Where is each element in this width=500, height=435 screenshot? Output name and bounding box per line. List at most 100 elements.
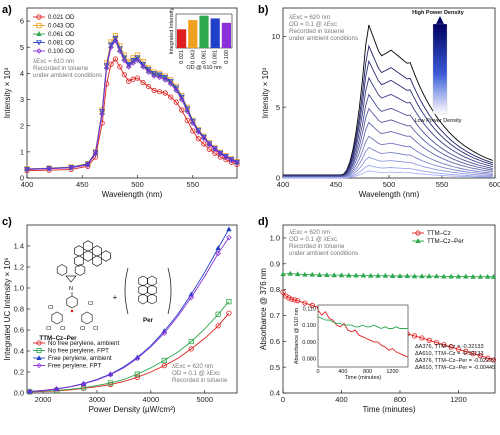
data-point: [441, 342, 447, 348]
data-point: [338, 272, 345, 278]
data-point: [411, 273, 418, 279]
bar: [199, 15, 209, 48]
data-point: [121, 57, 128, 64]
inset-x-tick-label: 1200: [386, 369, 398, 375]
data-point: [353, 272, 359, 278]
x-tick-label: 1200: [450, 395, 467, 404]
data-point: [463, 273, 469, 279]
inset-y-tick-label: 0.100: [302, 323, 316, 329]
x-tick-label: 400: [21, 180, 34, 189]
data-point: [280, 271, 286, 277]
bar: [210, 18, 220, 48]
x-tick-label: 400: [277, 180, 290, 189]
power-density-gradient: High Power Density Low Power Density: [412, 10, 465, 124]
ring: [74, 255, 84, 267]
legend-marker: [36, 362, 42, 369]
data-point: [157, 89, 163, 95]
data-point: [53, 386, 60, 392]
chlorine-label: Cl: [93, 326, 98, 332]
data-point: [103, 63, 110, 69]
inset-x-tick-label: 0.081: [213, 50, 219, 64]
data-point: [112, 56, 119, 62]
data-point: [161, 363, 167, 369]
data-point: [112, 35, 119, 42]
data-point: [99, 111, 105, 117]
low-power-label: Low Power Density: [414, 118, 461, 124]
data-point: [484, 273, 491, 279]
molecule-label-per: Per: [143, 317, 154, 324]
radical-dot: [70, 309, 74, 313]
panel-letter: c): [2, 216, 12, 228]
y-tick-label: 0.7: [270, 311, 280, 320]
data-point: [389, 273, 396, 278]
data-point: [470, 273, 476, 279]
inset-x-tick-label: 0.061: [202, 50, 208, 64]
data-point: [346, 272, 352, 278]
delta-annotation: ΔA610, TTM–Cz–Per = -0.00445: [415, 365, 495, 371]
inset-x-label: OD @ 610 nm: [186, 65, 222, 71]
data-point: [375, 272, 381, 278]
data-point: [68, 165, 74, 171]
series-0.100-OD: [24, 37, 240, 173]
spectrum-line: [283, 170, 493, 179]
data-point: [134, 75, 141, 81]
ring: [83, 240, 93, 252]
data-point: [134, 57, 141, 64]
ring: [51, 311, 63, 325]
data-point: [360, 272, 367, 278]
data-point: [280, 289, 286, 295]
inset-frame: [317, 304, 409, 368]
bar: [177, 29, 187, 48]
data-point: [178, 96, 185, 103]
ring: [65, 275, 77, 283]
y-tick-label: 0.0: [14, 389, 24, 398]
inset-x-label: Time (minutes): [345, 375, 382, 381]
data-point: [287, 270, 294, 276]
data-point: [26, 388, 33, 395]
data-point: [286, 295, 292, 301]
data-point: [145, 67, 152, 73]
panel-letter: d): [258, 216, 269, 228]
data-point: [130, 60, 136, 66]
data-point: [212, 146, 218, 152]
y-tick-label: 0.5: [270, 363, 280, 372]
inset-x-tick-label: 800: [363, 369, 372, 375]
inset-series-line: [317, 316, 408, 329]
panel-letter: a): [2, 4, 12, 16]
annotation-note: under ambient conditions: [33, 72, 102, 79]
data-point: [140, 79, 146, 86]
data-point: [226, 234, 232, 241]
inset-x-tick-label: 0.021: [179, 50, 185, 64]
plot-frame: [26, 224, 238, 394]
y-tick-label: 1.4: [14, 242, 24, 251]
data-point: [215, 250, 221, 257]
x-tick-label: 450: [330, 180, 343, 189]
ring: [74, 264, 86, 276]
annotation-note: OD = 0.1 @ λExc: [289, 236, 337, 243]
data-point: [126, 78, 132, 84]
y-axis-label: Integrated UC Intensity × 10⁶: [3, 257, 12, 360]
ring: [66, 295, 78, 309]
annotation-note: under ambient conditions: [289, 35, 358, 42]
data-point: [179, 107, 185, 113]
x-axis-label: Wavelength (nm): [359, 190, 420, 199]
data-point: [411, 333, 418, 339]
inset-y-tick-label: 0.080: [302, 357, 316, 363]
data-point: [215, 311, 221, 317]
paren-left: [124, 267, 129, 315]
panel-c: 2000 3000 4000 5000 0.0 0.2 0.4 0.6 0.8 1.0 1.2 1.4…: [2, 216, 238, 414]
data-point: [108, 44, 114, 50]
ring: [81, 311, 93, 325]
annotation-note: under ambient conditions: [289, 250, 358, 257]
data-point: [46, 166, 52, 172]
ring: [92, 245, 102, 257]
data-point: [156, 72, 163, 78]
y-axis-label: Intensity × 10³: [261, 67, 270, 118]
inset-x-tick-label: 0.043: [190, 50, 196, 64]
data-point: [223, 154, 229, 160]
ring: [56, 264, 68, 276]
data-point: [309, 302, 315, 308]
inset-series-line: [317, 309, 408, 358]
annotation-note: λExc = 620 nm: [289, 14, 330, 21]
